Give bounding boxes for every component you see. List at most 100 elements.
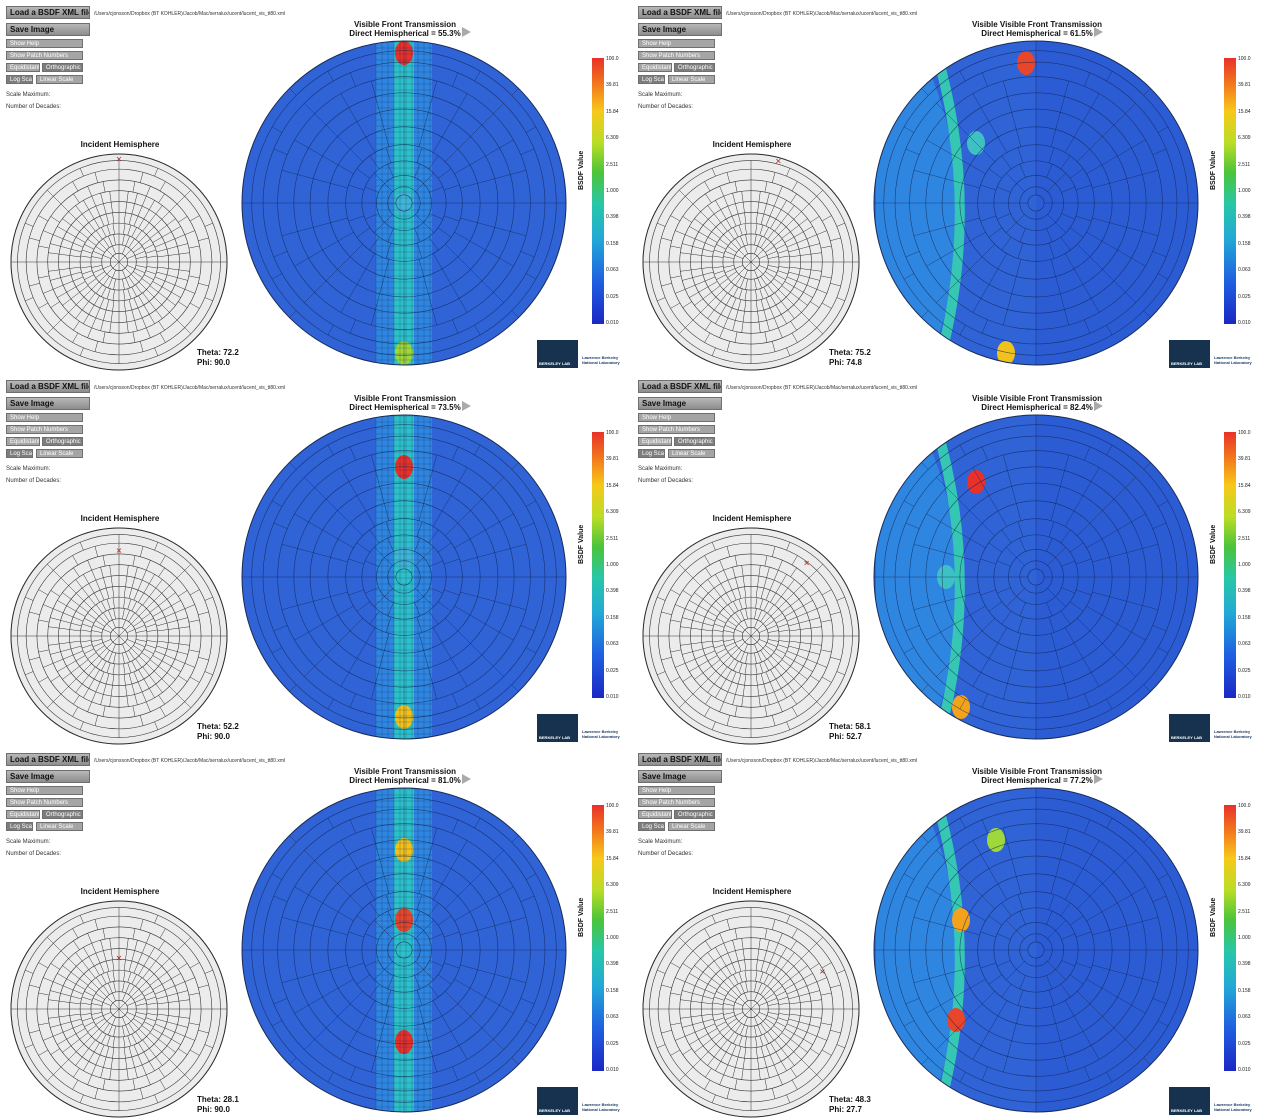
file-path: /Users/cjonsson/Dropbox (BT KOHLER)/Jaco… bbox=[726, 385, 918, 391]
equidistant-button[interactable]: Equidistant bbox=[638, 63, 672, 72]
show-help-button[interactable]: Show Help bbox=[6, 786, 83, 795]
orthographic-button[interactable]: Orthographic bbox=[42, 63, 83, 72]
berkeley-lab-logo: BERKELEY LAB bbox=[537, 340, 578, 368]
linear-scale-button[interactable]: Linear Scale bbox=[36, 449, 83, 458]
linear-scale-button[interactable]: Linear Scale bbox=[668, 449, 715, 458]
outgoing-hemisphere-plot[interactable] bbox=[871, 783, 1201, 1117]
save-image-button[interactable]: Save Image bbox=[6, 23, 90, 36]
transmission-title: Visible Front Transmission bbox=[353, 767, 457, 776]
colorbar-tick: 0.063 bbox=[1238, 1014, 1251, 1021]
chart-title: Visible Front Transmission Direct Hemisp… bbox=[330, 394, 480, 412]
save-image-button[interactable]: Save Image bbox=[6, 770, 90, 783]
equidistant-button[interactable]: Equidistant bbox=[6, 810, 40, 819]
load-bsdf-button[interactable]: Load a BSDF XML file bbox=[6, 6, 90, 19]
file-path: /Users/cjonsson/Dropbox (BT KOHLER)/Jaco… bbox=[726, 758, 918, 764]
colorbar-tick: 0.010 bbox=[1238, 1067, 1251, 1073]
bsdf-value-axis-label: BSDF Value bbox=[578, 897, 585, 937]
outgoing-hemisphere-plot[interactable] bbox=[239, 36, 569, 370]
equidistant-button[interactable]: Equidistant bbox=[6, 437, 40, 446]
equidistant-button[interactable]: Equidistant bbox=[638, 437, 672, 446]
bsdf-value-axis-label: BSDF Value bbox=[1210, 150, 1217, 190]
show-help-button[interactable]: Show Help bbox=[6, 413, 83, 422]
save-image-button[interactable]: Save Image bbox=[6, 397, 90, 410]
incident-hemisphere-grid[interactable]: × bbox=[639, 899, 863, 1119]
log-scale-button[interactable]: Log Scale bbox=[6, 449, 33, 458]
berkeley-lab-logo: BERKELEY LAB bbox=[1169, 1087, 1210, 1115]
equidistant-button[interactable]: Equidistant bbox=[6, 63, 40, 72]
linear-scale-button[interactable]: Linear Scale bbox=[668, 822, 715, 831]
colorbar-tick: 15.84 bbox=[1238, 108, 1251, 115]
play-icon[interactable] bbox=[1094, 27, 1103, 37]
transmission-title: Visible Visible Front Transmission bbox=[972, 20, 1102, 29]
orthographic-button[interactable]: Orthographic bbox=[674, 810, 715, 819]
linear-scale-button[interactable]: Linear Scale bbox=[668, 75, 715, 84]
colorbar-tick: 39.81 bbox=[1238, 82, 1251, 89]
show-help-button[interactable]: Show Help bbox=[6, 39, 83, 48]
log-scale-button[interactable]: Log Scale bbox=[638, 75, 665, 84]
load-bsdf-button[interactable]: Load a BSDF XML file bbox=[638, 380, 722, 393]
play-icon[interactable] bbox=[462, 401, 471, 411]
show-help-button[interactable]: Show Help bbox=[638, 786, 715, 795]
chart-title: Visible Front Transmission Direct Hemisp… bbox=[330, 767, 480, 785]
colorbar-tick: 39.81 bbox=[606, 829, 619, 836]
phi-readout: Phi: 27.7 bbox=[829, 1105, 862, 1114]
theta-readout: Theta: 48.3 bbox=[829, 1095, 871, 1104]
show-patch-numbers-button[interactable]: Show Patch Numbers bbox=[6, 51, 83, 60]
save-image-button[interactable]: Save Image bbox=[638, 23, 722, 36]
show-patch-numbers-button[interactable]: Show Patch Numbers bbox=[638, 798, 715, 807]
save-image-button[interactable]: Save Image bbox=[638, 770, 722, 783]
incident-hemisphere-grid[interactable]: × bbox=[639, 526, 863, 746]
chart-title: Visible Visible Front Transmission Direc… bbox=[962, 20, 1112, 38]
linear-scale-button[interactable]: Linear Scale bbox=[36, 75, 83, 84]
transmission-title: Visible Front Transmission bbox=[353, 394, 457, 403]
log-scale-button[interactable]: Log Scale bbox=[6, 822, 33, 831]
show-patch-numbers-button[interactable]: Show Patch Numbers bbox=[6, 798, 83, 807]
load-bsdf-button[interactable]: Load a BSDF XML file bbox=[638, 6, 722, 19]
colorbar-tick: 2.511 bbox=[1238, 535, 1251, 542]
colorbar-tick: 0.025 bbox=[606, 1040, 619, 1047]
show-patch-numbers-button[interactable]: Show Patch Numbers bbox=[638, 425, 715, 434]
log-scale-button[interactable]: Log Scale bbox=[638, 449, 665, 458]
incident-hemisphere-grid[interactable]: × bbox=[7, 526, 231, 746]
outgoing-hemisphere-plot[interactable] bbox=[239, 783, 569, 1117]
phi-readout: Phi: 90.0 bbox=[197, 732, 230, 741]
load-bsdf-button[interactable]: Load a BSDF XML file bbox=[638, 753, 722, 766]
show-help-button[interactable]: Show Help bbox=[638, 39, 715, 48]
file-path: /Users/cjonsson/Dropbox (BT KOHLER)/Jaco… bbox=[94, 11, 286, 17]
play-icon[interactable] bbox=[462, 27, 471, 37]
show-help-button[interactable]: Show Help bbox=[638, 413, 715, 422]
orthographic-button[interactable]: Orthographic bbox=[674, 63, 715, 72]
show-patch-numbers-button[interactable]: Show Patch Numbers bbox=[6, 425, 83, 434]
load-bsdf-button[interactable]: Load a BSDF XML file bbox=[6, 753, 90, 766]
log-scale-button[interactable]: Log Scale bbox=[638, 822, 665, 831]
play-icon[interactable] bbox=[462, 774, 471, 784]
orthographic-button[interactable]: Orthographic bbox=[42, 810, 83, 819]
incident-hemisphere-title: Incident Hemisphere bbox=[712, 514, 792, 523]
incident-hemisphere-grid[interactable]: × bbox=[7, 152, 231, 372]
orthographic-button[interactable]: Orthographic bbox=[674, 437, 715, 446]
colorbar-tick: 100.0 bbox=[606, 803, 619, 809]
log-scale-button[interactable]: Log Scale bbox=[6, 75, 33, 84]
show-patch-numbers-button[interactable]: Show Patch Numbers bbox=[638, 51, 715, 60]
colorbar-tick: 0.025 bbox=[1238, 293, 1251, 300]
incident-hemisphere-grid[interactable]: × bbox=[7, 899, 231, 1119]
incident-direction-marker: × bbox=[819, 967, 826, 976]
equidistant-button[interactable]: Equidistant bbox=[638, 810, 672, 819]
incident-hemisphere-grid[interactable]: × bbox=[639, 152, 863, 372]
outgoing-hemisphere-plot[interactable] bbox=[239, 410, 569, 744]
colorbar-tick: 6.309 bbox=[606, 882, 619, 889]
linear-scale-button[interactable]: Linear Scale bbox=[36, 822, 83, 831]
colorbar-tick: 39.81 bbox=[1238, 456, 1251, 463]
outgoing-hemisphere-plot[interactable] bbox=[871, 36, 1201, 370]
colorbar-tick: 0.010 bbox=[606, 320, 619, 326]
transmission-title: Visible Visible Front Transmission bbox=[972, 394, 1102, 403]
play-icon[interactable] bbox=[1094, 401, 1103, 411]
colorbar-tick: 0.025 bbox=[606, 667, 619, 674]
phi-readout: Phi: 90.0 bbox=[197, 1105, 230, 1114]
play-icon[interactable] bbox=[1094, 774, 1103, 784]
outgoing-hemisphere-plot[interactable] bbox=[871, 410, 1201, 744]
load-bsdf-button[interactable]: Load a BSDF XML file bbox=[6, 380, 90, 393]
orthographic-button[interactable]: Orthographic bbox=[42, 437, 83, 446]
bsdf-viewer-panel-5: Load a BSDF XML file /Users/cjonsson/Dro… bbox=[0, 747, 632, 1120]
save-image-button[interactable]: Save Image bbox=[638, 397, 722, 410]
